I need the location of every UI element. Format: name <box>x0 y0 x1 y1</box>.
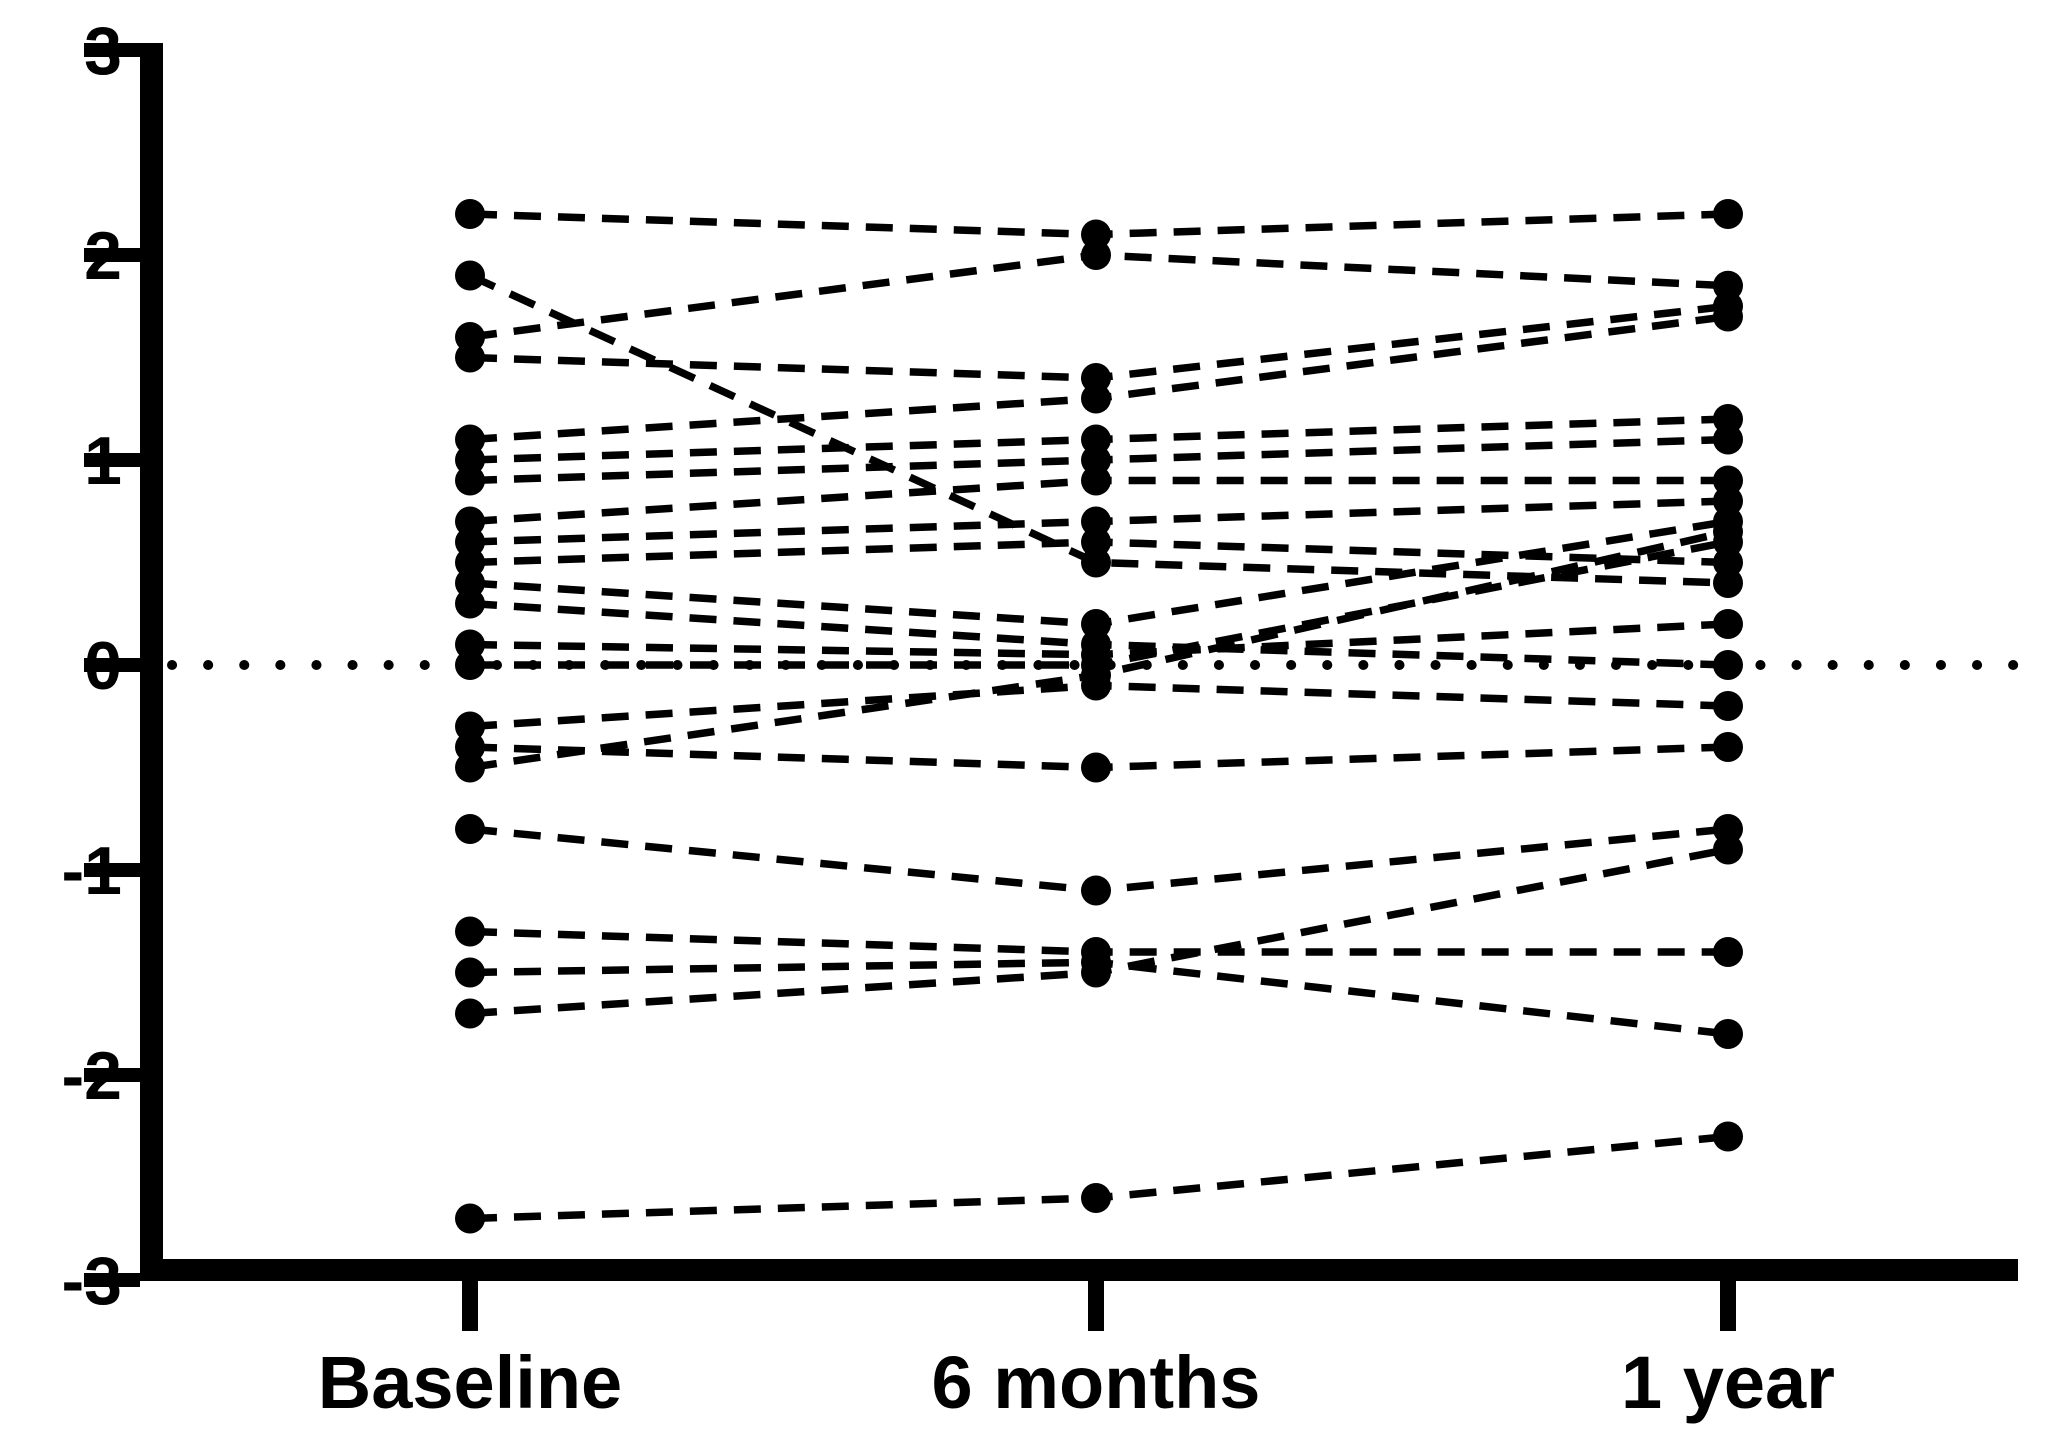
data-point-subject-4-baseline <box>455 342 485 373</box>
data-point-subject-18-1-year <box>1713 814 1743 844</box>
data-point-subject-7-baseline <box>455 465 485 496</box>
data-point-subject-2-1-year <box>1713 568 1743 598</box>
data-point-subject-3-6-months <box>1081 240 1111 270</box>
data-point-subject-10-1-year <box>1713 547 1743 578</box>
series-line-subject-21 <box>469 845 1729 1018</box>
data-point-subject-22-6-months <box>1081 1183 1111 1213</box>
data-point-subject-1-baseline <box>455 199 485 229</box>
data-point-subject-1-1-year <box>1713 199 1743 229</box>
y-tick--1 <box>84 863 140 877</box>
x-axis-line <box>140 1259 2018 1281</box>
data-point-subject-11-baseline <box>455 568 485 598</box>
data-point-subject-19-baseline <box>455 916 485 947</box>
data-point-subject-6-baseline <box>455 445 485 475</box>
data-point-subject-17-baseline <box>455 752 485 783</box>
x-tick-label-1-year: 1 year <box>1621 1341 1835 1424</box>
data-point-subject-16-baseline <box>455 732 485 762</box>
y-tick--2 <box>84 1068 140 1082</box>
x-tick-6-months <box>1088 1281 1104 1331</box>
y-tick-label-3: 3 <box>84 13 122 89</box>
data-point-subject-10-6-months <box>1081 527 1111 557</box>
y-tick--3 <box>84 1273 140 1287</box>
y-tick-label--1: -1 <box>62 833 122 909</box>
y-tick-2 <box>84 248 140 262</box>
y-tick-label-1: 1 <box>84 423 122 499</box>
data-point-subject-17-1-year <box>1713 516 1743 547</box>
data-point-subject-5-baseline <box>455 424 485 455</box>
data-point-subject-20-baseline <box>455 957 485 988</box>
data-point-subject-8-baseline <box>455 506 485 537</box>
data-point-subject-5-6-months <box>1081 383 1111 414</box>
data-point-subject-5-1-year <box>1713 301 1743 332</box>
data-point-subject-7-1-year <box>1713 424 1743 455</box>
x-tick-baseline <box>462 1281 478 1331</box>
data-point-subject-10-baseline <box>455 547 485 578</box>
data-point-subject-1-6-months <box>1081 219 1111 250</box>
y-tick-label-0: 0 <box>84 628 122 704</box>
y-axis-spine <box>140 43 163 1281</box>
x-tick-label-baseline: Baseline <box>318 1341 622 1424</box>
y-tick-1 <box>84 453 140 467</box>
data-point-subject-20-1-year <box>1713 1019 1743 1049</box>
data-point-subject-3-baseline <box>455 322 485 352</box>
data-point-subject-6-6-months <box>1081 424 1111 455</box>
data-point-subject-16-1-year <box>1713 732 1743 762</box>
data-point-subject-8-6-months <box>1081 465 1111 496</box>
data-point-subject-16-6-months <box>1081 752 1111 783</box>
data-point-subject-4-6-months <box>1081 363 1111 393</box>
data-point-subject-19-1-year <box>1713 937 1743 967</box>
data-point-subject-9-6-months <box>1081 506 1111 537</box>
data-point-subject-22-baseline <box>455 1203 485 1234</box>
data-point-subject-9-1-year <box>1713 486 1743 516</box>
data-point-subject-21-6-months <box>1081 957 1111 988</box>
data-point-subject-8-1-year <box>1713 465 1743 496</box>
data-point-subject-13-baseline <box>455 629 485 660</box>
x-tick-label-6-months: 6 months <box>932 1341 1261 1424</box>
data-point-subject-18-baseline <box>455 814 485 844</box>
y-tick-0 <box>84 658 140 672</box>
data-point-subject-22-1-year <box>1713 1121 1743 1152</box>
x-tick-1-year <box>1720 1281 1736 1331</box>
data-point-subject-14-baseline <box>455 650 485 680</box>
data-point-subject-7-6-months <box>1081 445 1111 475</box>
data-point-subject-21-1-year <box>1713 834 1743 865</box>
data-point-subject-21-baseline <box>455 998 485 1029</box>
data-point-subject-6-1-year <box>1713 404 1743 434</box>
data-point-subject-15-1-year <box>1713 691 1743 721</box>
data-point-subject-3-1-year <box>1713 270 1743 301</box>
y-tick-label--3: -3 <box>62 1243 122 1319</box>
data-point-subject-12-1-year <box>1713 650 1743 680</box>
y-tick-label--2: -2 <box>62 1038 122 1114</box>
data-point-subject-12-baseline <box>455 588 485 619</box>
data-point-subject-18-6-months <box>1081 875 1111 906</box>
data-point-subject-2-6-months <box>1081 547 1111 578</box>
data-point-subject-15-baseline <box>455 711 485 742</box>
y-tick-3 <box>84 43 140 57</box>
data-point-subject-13-1-year <box>1713 609 1743 639</box>
data-point-subject-2-baseline <box>455 260 485 291</box>
data-point-subject-9-baseline <box>455 527 485 557</box>
y-tick-label-2: 2 <box>84 218 122 294</box>
data-point-subject-17-6-months <box>1081 660 1111 691</box>
data-point-subject-11-6-months <box>1081 609 1111 639</box>
